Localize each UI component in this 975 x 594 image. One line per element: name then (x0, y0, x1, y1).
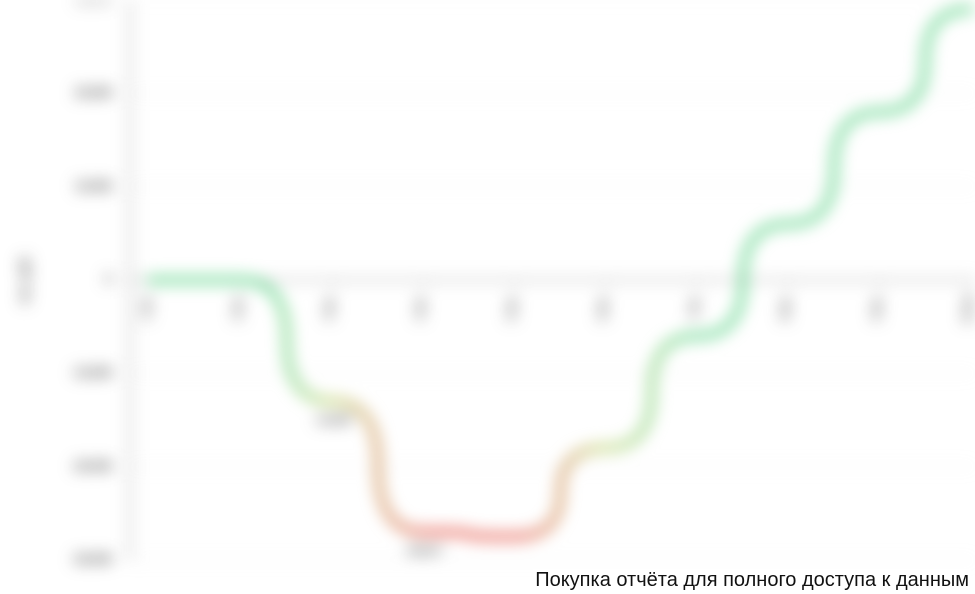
y-tick-label: -20,000 (71, 459, 112, 473)
y-tick-label: 30,000 (75, 0, 112, 6)
x-tick-label: 6 кв. (597, 296, 609, 321)
y-tick-label: -10,000 (71, 366, 112, 380)
y-tick-label: 20,000 (75, 86, 112, 100)
y-tick-label: 10,000 (75, 179, 112, 193)
point-label: -26,917 (405, 545, 442, 557)
chart-container: -30,000 -20,000 -10,000 0 10,000 20,000 30,000… (0, 0, 975, 594)
y-tick-label: -30,000 (71, 552, 112, 566)
series-line (150, 9, 971, 536)
x-tick-label: 5 кв. (506, 296, 518, 321)
x-tick-label: 10 кв. (962, 293, 974, 324)
x-tick-label: 2 кв. (232, 296, 244, 321)
purchase-caption: Покупка отчёта для полного доступа к дан… (533, 569, 971, 592)
x-tick-label: 1 кв. (141, 296, 153, 321)
x-tick-label: 3 кв. (323, 296, 335, 321)
x-tick-label: 9 кв. (871, 296, 883, 321)
y-tick-label: 0 (105, 272, 112, 286)
x-tick-label: 8 кв. (780, 296, 792, 321)
y-axis-title: тыс. руб. (19, 255, 31, 305)
point-label: -13,000 (314, 414, 351, 426)
line-chart: -30,000 -20,000 -10,000 0 10,000 20,000 30,000… (0, 0, 975, 594)
x-tick-label: 4 кв. (415, 296, 427, 321)
x-tick-label: 7 кв. (688, 296, 700, 321)
